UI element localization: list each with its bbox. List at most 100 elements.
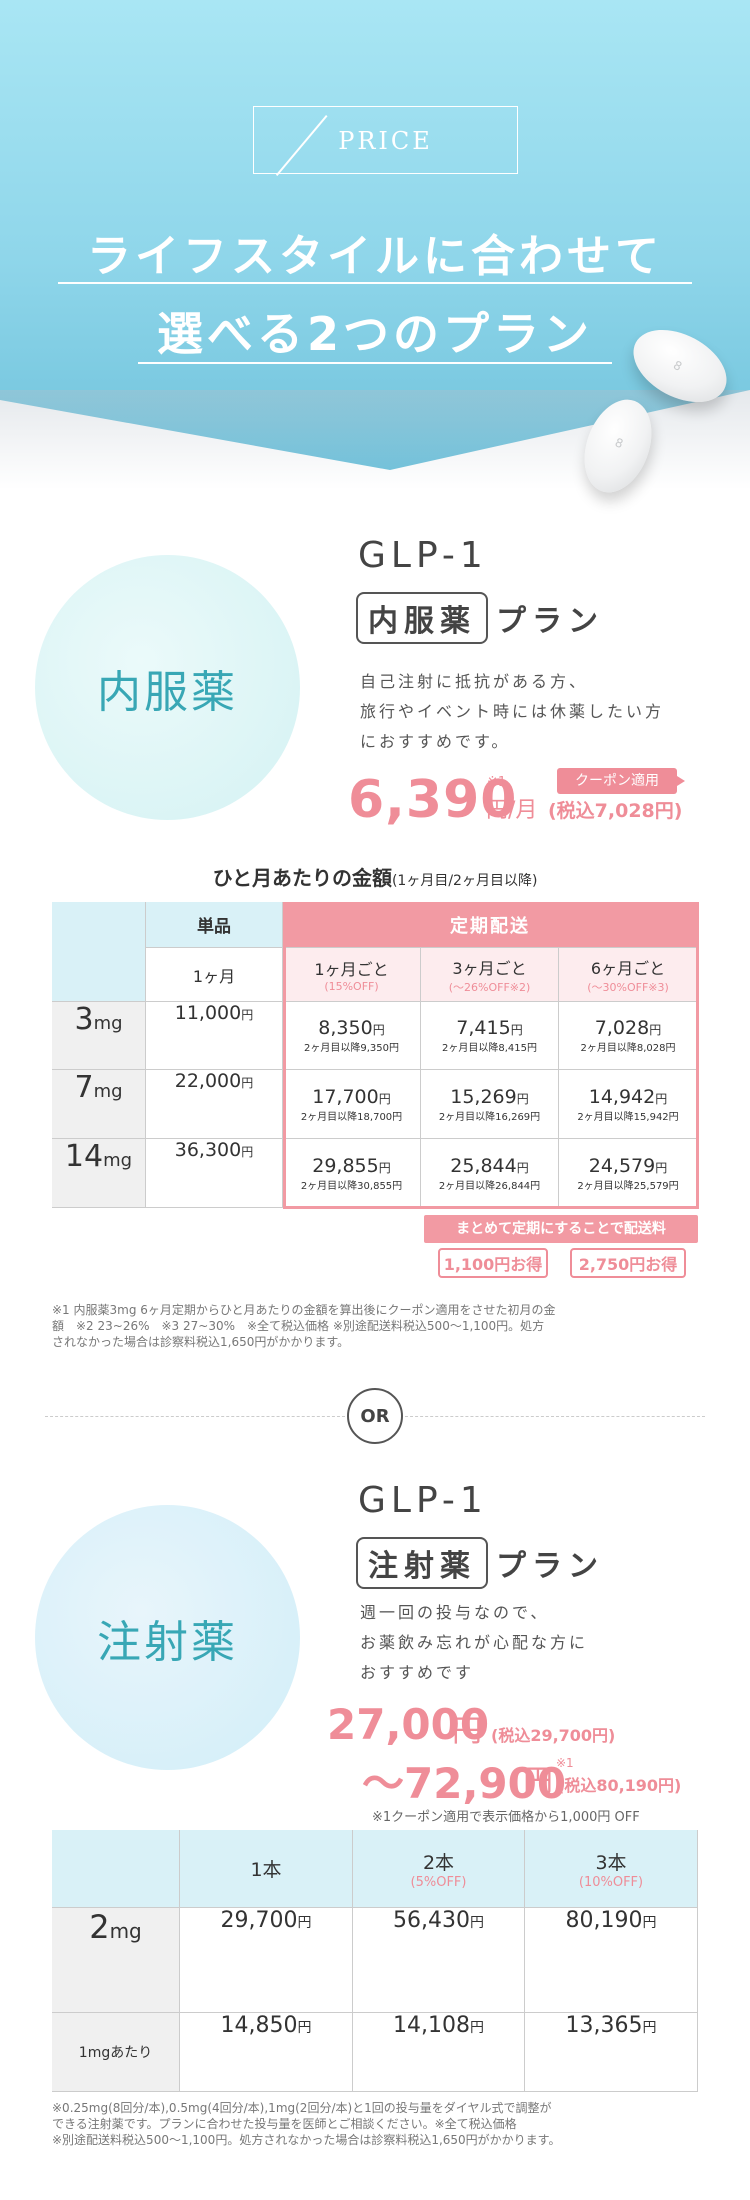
table1-subhead-every6: 6ヶ月ごと (〜30%OFF※3) [559,948,698,1002]
table1-title-main: ひと月あたりの金額 [212,866,392,890]
injection-price-from-tax: (税込29,700円) [491,1726,616,1745]
oral-price-tax: (税込7,028円) [548,800,683,822]
sub-price-cell: 14,942円 2ヶ月目以降15,942円 [559,1070,698,1139]
note-line: されなかった場合は診察料税込1,650円がかかります。 [52,1335,350,1349]
sub-price-cell: 17,700円 2ヶ月目以降18,700円 [283,1070,421,1139]
qty-label: 2本 [422,1851,455,1874]
bundle-banner: まとめて定期にすることで配送料 [424,1215,698,1243]
single-price-cell: 36,300 円 [146,1139,283,1208]
single-price-cell: 22,000 円 [146,1070,283,1139]
hero-banner [0,0,750,470]
or-badge: OR [347,1388,403,1444]
price-cell: 14,108 円 [353,2013,525,2092]
coupon-badge: クーポン適用 [557,768,685,794]
injection-description: 週一回の投与なので、 お薬飲み忘れが心配な方に おすすめです [360,1598,720,1688]
oral-glp-title: GLP-1 [358,535,488,576]
yen: 円 [655,1091,668,1106]
injection-price-to-note: ※1 [556,1756,574,1770]
subhead-discount: (15%OFF) [324,980,379,993]
sub-price: 24,579 [588,1154,656,1177]
injection-desc-line: おすすめです [360,1663,475,1682]
note-line: ※0.25mg(8回分/本),0.5mg(4回分/本),1mg(2回分/本)と1… [52,2101,552,2115]
injection-glp-title: GLP-1 [358,1480,488,1521]
dose-unit: mg [93,1081,123,1102]
yen: 円 [642,1915,657,1931]
table1-title-sub: (1ヶ月目/2ヶ月目以降) [391,873,538,889]
dose-cell: 3 mg [52,1002,146,1070]
note-line: できる注射薬です。プランに合わせた投与量を医師とご相談ください。※全て税込価格 [52,2117,517,2131]
subhead-label: 1ヶ月ごと [314,960,389,979]
qty-label: 1本 [250,1859,282,1881]
subhead-label: 3ヶ月ごと [452,958,527,978]
tablet-mark: 8 [612,435,625,452]
injection-desc-line: お薬飲み忘れが心配な方に [360,1633,589,1652]
oral-desc-line: 旅行やイベント時には休薬したい方 [360,702,665,721]
price-value: 13,365 [565,2013,643,2038]
sub-price-later: 2ヶ月目以降16,269円 [438,1111,541,1123]
price-value: 80,190 [565,1908,643,1933]
injection-price-to-tax: (税込80,190円) [557,1776,682,1795]
sub-price: 17,700 [312,1085,379,1108]
price-label-box: PRICE [253,106,518,177]
single-price: 36,300 [174,1139,242,1161]
injection-circle: 注射薬 [35,1505,300,1770]
price-value: 14,850 [220,2013,298,2038]
sub-price-later: 2ヶ月目以降30,855円 [300,1180,403,1192]
oral-price: 6,390 [348,770,518,830]
dose-value: 2 [89,1908,110,1946]
sub-price-later: 2ヶ月目以降26,844円 [438,1180,541,1192]
sub-price: 29,855 [312,1154,379,1177]
table1-corner [52,902,146,1002]
qty-discount: (5%OFF) [410,1874,467,1890]
price-cell: 80,190 円 [525,1908,698,2013]
oral-plan-box: 内服薬 [356,592,488,644]
oral-plan-title: 内服薬 プラン [356,592,604,644]
hero-underline-1 [58,282,692,284]
dose-cell: 7 mg [52,1070,146,1139]
per-mg-label: 1mgあたり [78,2045,153,2061]
or-divider-right [405,1416,705,1417]
yen: 円 [469,2020,484,2036]
table2-notes: ※0.25mg(8回分/本),0.5mg(4回分/本),1mg(2回分/本)と1… [52,2100,560,2148]
yen: 円 [372,1023,385,1037]
table1-subhead-1month: 1ヶ月 [146,948,283,1002]
yen: 円 [469,1915,484,1931]
subhead-label: 6ヶ月ごと [590,958,666,978]
subscription-highlight [283,902,699,1209]
sub-price-cell: 7,415円 2ヶ月目以降8,415円 [421,1002,559,1070]
hero-title-line1: ライフスタイルに合わせて [87,231,663,282]
single-price: 22,000 [174,1070,242,1092]
table1-subhead-every1: 1ヶ月ごと (15%OFF) [283,948,421,1002]
dose-value: 3 [74,1002,94,1037]
yen: 円 [241,1145,254,1159]
qty-discount: (10%OFF) [578,1874,644,1890]
table2-head-1: 1本 [180,1830,353,1908]
price-value: 29,700 [220,1908,298,1933]
table1-notes: ※1 内服薬3mg 6ヶ月定期からひと月あたりの金額を算出後にクーポン適用をさせ… [52,1302,556,1350]
oral-desc-line: におすすめです。 [360,732,511,751]
sub-price: 15,269 [450,1085,517,1108]
hero-underline-2 [138,362,612,364]
injection-plan-word: プラン [496,1549,604,1584]
injection-desc-line: 週一回の投与なので、 [360,1603,550,1622]
note-line: ※別途配送料税込500〜1,100円。処方されなかった場合は診察料税込1,650… [52,2133,561,2147]
note-line: 額 ※2 23~26% ※3 27~30% ※全て税込価格 ※別途配送料税込50… [52,1319,545,1333]
coupon-note: ※1クーポン適用で表示価格から1,000円 OFF [372,1810,640,1825]
single-price-cell: 11,000 円 [146,1002,283,1070]
oral-description: 自己注射に抵抗がある方、 旅行やイベント時には休薬したい方 におすすめです。 [360,667,720,757]
sub-price: 8,350 [318,1017,373,1039]
injection-plan-title: 注射薬 プラン [356,1537,604,1589]
table2-head-3: 3本 (10%OFF) [525,1830,698,1908]
dose-cell: 14 mg [52,1139,146,1208]
yen: 円 [516,1091,529,1106]
yen: 円 [378,1091,391,1106]
subhead-discount: (〜30%OFF※3) [587,980,669,994]
dose-unit: mg [93,1013,123,1034]
subhead-label: 1ヶ月 [192,966,236,986]
sub-price-cell: 15,269円 2ヶ月目以降16,269円 [421,1070,559,1139]
dose-unit: mg [109,1919,142,1943]
yen: 円 [510,1023,523,1037]
bundle-saving-a: 1,100円お得 [438,1248,548,1278]
injection-price-to: 〜72,900 [362,1759,567,1808]
table1-head-subscription: 定期配送 [283,902,698,948]
